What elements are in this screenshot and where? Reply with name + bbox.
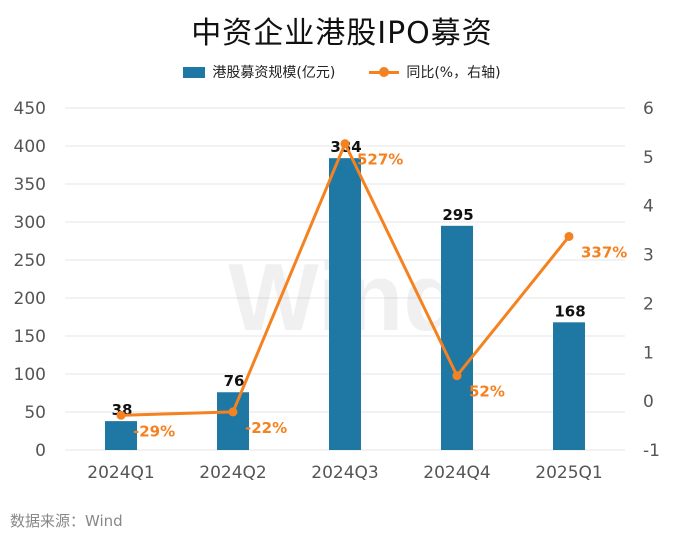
legend-item-bar: 港股募资规模(亿元) (183, 62, 335, 82)
legend: 港股募资规模(亿元) 同比(%，右轴) (0, 62, 684, 82)
bar-value-label: 76 (224, 372, 245, 390)
bar (217, 392, 249, 450)
y-left-tick-label: 150 (14, 327, 46, 347)
legend-bar-swatch (183, 66, 206, 78)
yoy-point (564, 231, 574, 241)
x-tick-label: 2024Q2 (199, 463, 266, 483)
x-tick-label: 2024Q3 (311, 463, 378, 483)
yoy-value-label: -29% (133, 422, 175, 440)
bar (441, 225, 473, 450)
y-left-tick-label: 300 (14, 213, 46, 233)
y-left-tick-label: 200 (14, 289, 46, 309)
chart-title: 中资企业港股IPO募资 (191, 16, 493, 51)
y-right-tick-label: 4 (643, 197, 654, 217)
bar (553, 322, 585, 450)
legend-bar-label: 港股募资规模(亿元) (212, 65, 336, 81)
y-right-tick-label: -1 (643, 441, 660, 461)
y-right-tick-label: 3 (643, 246, 654, 266)
y-left-tick-label: 100 (14, 365, 46, 385)
legend-line-swatch (369, 66, 400, 78)
bar (329, 158, 361, 450)
y-right-tick-label: 1 (643, 343, 654, 363)
bar-value-label: 168 (554, 302, 585, 320)
yoy-point (340, 139, 350, 149)
y-right-tick-label: 6 (643, 99, 654, 119)
y-left-tick-label: 0 (35, 441, 46, 461)
yoy-value-label: 52% (469, 383, 505, 401)
y-right-tick-label: 0 (643, 392, 654, 412)
yoy-point (116, 410, 126, 420)
y-right-tick-label: 2 (643, 294, 654, 314)
legend-item-line: 同比(%，右轴) (369, 62, 501, 82)
y-left-tick-label: 450 (14, 99, 46, 119)
bar-value-label: 295 (442, 206, 473, 224)
x-tick-label: 2025Q1 (535, 463, 602, 483)
y-left-tick-label: 50 (24, 403, 46, 423)
y-left-tick-label: 350 (14, 175, 46, 195)
source-note: 数据来源：Wind (10, 512, 123, 530)
bar (105, 421, 137, 450)
x-tick-label: 2024Q4 (423, 463, 490, 483)
y-right-tick-label: 5 (643, 148, 654, 168)
y-left-tick-label: 400 (14, 137, 46, 157)
yoy-value-label: -22% (245, 419, 287, 437)
yoy-value-label: 337% (581, 243, 627, 261)
yoy-value-label: 527% (357, 151, 403, 169)
legend-line-label: 同比(%，右轴) (406, 65, 501, 81)
yoy-point (452, 371, 462, 381)
y-left-tick-label: 250 (14, 251, 46, 271)
yoy-point (228, 407, 238, 417)
x-tick-label: 2024Q1 (87, 463, 154, 483)
